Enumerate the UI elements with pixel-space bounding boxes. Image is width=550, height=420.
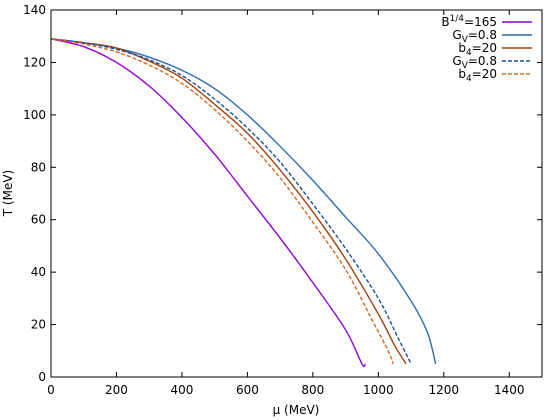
y-tick-label: 100 <box>23 108 46 122</box>
series-line-1 <box>50 38 366 368</box>
legend-label-4: GV=0.8 <box>452 54 497 71</box>
series-line-4 <box>50 38 412 365</box>
x-tick-label: 600 <box>236 383 259 397</box>
x-tick-label: 400 <box>170 383 193 397</box>
plot-frame <box>50 9 543 378</box>
y-tick-label: 40 <box>31 265 46 279</box>
y-tick-label: 80 <box>31 160 46 174</box>
legend-label-3: b4=20 <box>458 41 497 58</box>
y-tick-label: 140 <box>23 3 46 17</box>
x-tick-label: 800 <box>301 383 324 397</box>
x-tick-label: 0 <box>47 383 55 397</box>
y-tick-label: 60 <box>31 213 46 227</box>
legend-label-5: b4=20 <box>458 67 497 84</box>
x-tick-label: 1400 <box>494 383 525 397</box>
legend-label-1: B1/4=165 <box>441 14 497 29</box>
plot-area <box>50 38 437 368</box>
series-line-5 <box>50 38 394 365</box>
series-line-2 <box>50 38 437 365</box>
x-axis: 0 200 400 600 800 1000 1200 1400 <box>47 10 525 397</box>
y-axis: 0 20 40 60 80 100 120 140 <box>23 3 542 384</box>
x-tick-label: 1200 <box>429 383 460 397</box>
legend-label-2: GV=0.8 <box>452 28 497 45</box>
y-axis-label: T (MeV) <box>1 170 15 217</box>
x-axis-label: μ (MeV) <box>273 403 320 417</box>
x-tick-label: 1000 <box>363 383 394 397</box>
series-line-3 <box>50 38 407 365</box>
y-tick-label: 120 <box>23 55 46 69</box>
y-tick-label: 0 <box>38 370 46 384</box>
y-tick-label: 20 <box>31 318 46 332</box>
x-tick-label: 200 <box>105 383 128 397</box>
